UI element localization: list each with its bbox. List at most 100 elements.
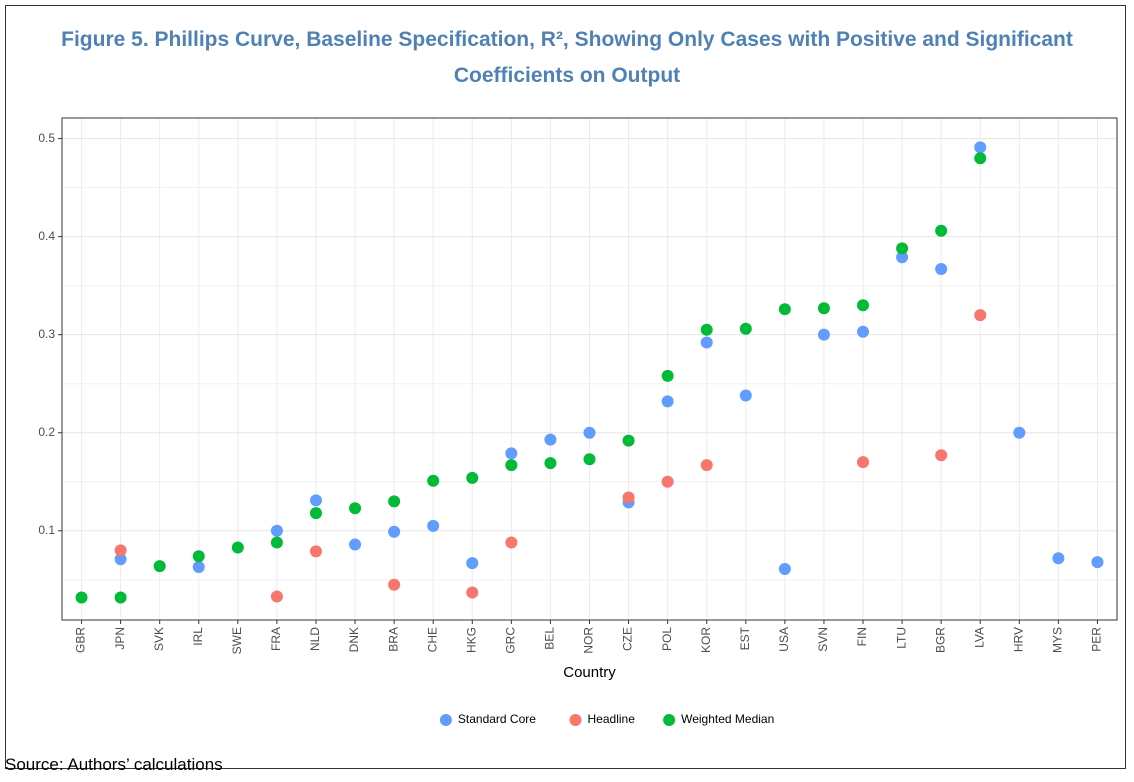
point	[857, 325, 870, 338]
point	[114, 591, 127, 604]
point	[349, 502, 362, 515]
point	[270, 524, 283, 537]
point	[935, 262, 948, 275]
x-tick-label: IRL	[191, 627, 205, 646]
legend-marker	[569, 714, 582, 726]
point	[622, 434, 635, 447]
x-tick-label: DNK	[347, 627, 361, 652]
point	[75, 591, 88, 604]
point	[544, 457, 557, 470]
point	[388, 525, 401, 538]
x-tick-label: HRV	[1011, 627, 1025, 652]
point	[700, 336, 713, 349]
y-tick-label: 0.1	[38, 523, 55, 537]
point	[349, 538, 362, 551]
frame	[5, 5, 1126, 769]
legend-marker	[663, 714, 676, 726]
x-tick-label: MYS	[1051, 627, 1065, 653]
x-tick-label: CZE	[621, 627, 635, 651]
point	[974, 152, 987, 165]
x-tick-label: POL	[660, 627, 674, 651]
point	[388, 578, 401, 591]
plot-border	[61, 117, 1118, 621]
point	[270, 536, 283, 549]
x-tick-label: NOR	[582, 627, 596, 654]
point	[153, 560, 166, 573]
point	[700, 323, 713, 336]
point	[309, 494, 322, 507]
x-tick-label: GRC	[504, 627, 518, 654]
chart-title: Figure 5. Phillips Curve, Baseline Speci…	[61, 28, 1073, 87]
point	[1091, 556, 1104, 569]
y-tick-label: 0.2	[38, 425, 55, 439]
point	[857, 299, 870, 312]
point	[427, 474, 440, 487]
point	[192, 561, 205, 574]
point	[583, 426, 596, 439]
x-tick-label: SVN	[816, 627, 830, 652]
point	[388, 495, 401, 508]
point	[661, 475, 674, 488]
point	[466, 586, 479, 599]
x-tick-label: JPN	[113, 627, 127, 650]
point	[583, 453, 596, 466]
point	[974, 141, 987, 154]
point	[505, 459, 518, 472]
x-tick-label: BEL	[543, 627, 557, 650]
point	[466, 557, 479, 570]
point	[466, 471, 479, 484]
point	[935, 224, 948, 237]
point	[778, 563, 791, 576]
x-tick-label: GBR	[74, 627, 88, 653]
y-tick-label: 0.3	[38, 327, 55, 341]
point	[974, 309, 987, 322]
x-tick-label: LVA	[972, 627, 986, 648]
x-tick-label: NLD	[308, 627, 322, 651]
point	[192, 550, 205, 563]
legend-label: Standard Core	[458, 712, 536, 726]
x-tick-label: PER	[1090, 627, 1104, 652]
point	[739, 322, 752, 335]
y-tick-label: 0.4	[38, 229, 55, 243]
point	[817, 328, 830, 341]
point	[622, 491, 635, 504]
point	[309, 507, 322, 520]
legend-label: Headline	[588, 712, 636, 726]
x-tick-label: HKG	[464, 627, 478, 653]
point	[778, 303, 791, 316]
x-tick-label: FIN	[855, 627, 869, 646]
point	[544, 433, 557, 446]
x-tick-label: USA	[777, 627, 791, 652]
point	[270, 590, 283, 603]
point	[427, 519, 440, 532]
legend-marker	[439, 714, 452, 726]
point	[700, 459, 713, 472]
y-tick-label: 0.5	[38, 131, 55, 145]
x-tick-label: KOR	[699, 627, 713, 653]
point	[661, 369, 674, 382]
point	[739, 389, 752, 402]
x-tick-label: EST	[738, 626, 752, 650]
point	[231, 541, 244, 554]
point	[857, 456, 870, 469]
point	[896, 251, 909, 264]
point	[309, 545, 322, 558]
point	[817, 302, 830, 315]
point	[505, 536, 518, 549]
point	[505, 447, 518, 460]
x-tick-label: FRA	[269, 627, 283, 651]
x-tick-label: CHE	[425, 627, 439, 652]
x-axis-label: Country	[563, 664, 616, 681]
source-note: Source: Authors’ calculations	[5, 755, 223, 774]
point	[1013, 426, 1026, 439]
x-tick-label: BGR	[933, 627, 947, 653]
point	[114, 544, 127, 557]
x-tick-label: SWE	[230, 627, 244, 654]
point	[896, 242, 909, 255]
point	[661, 395, 674, 408]
point	[1052, 552, 1065, 565]
point	[935, 449, 948, 462]
legend-label: Weighted Median	[681, 712, 774, 726]
